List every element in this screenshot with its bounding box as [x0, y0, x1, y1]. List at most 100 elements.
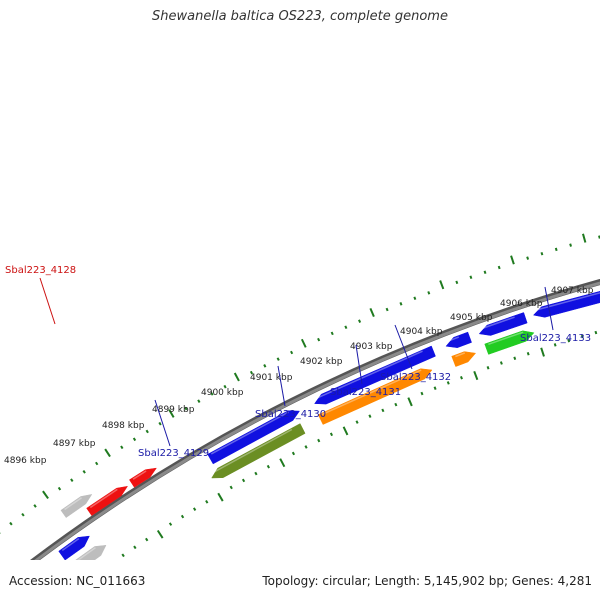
gene-label[interactable]: Sbal223_4129: [138, 448, 209, 459]
tick-label: 4898 kbp: [102, 421, 145, 431]
outer-tick: [510, 255, 515, 265]
gene-highlight: [321, 369, 422, 416]
outer-tick: [132, 437, 137, 442]
inner-tick: [156, 529, 164, 539]
gene-leader-line: [355, 344, 363, 385]
inner-tick: [180, 514, 185, 519]
outer-tick: [120, 445, 124, 450]
inner-tick: [229, 485, 233, 490]
tick-label: 4905 kbp: [450, 313, 493, 323]
gene-label[interactable]: Sbal223_4130: [255, 409, 326, 420]
inner-tick: [121, 553, 125, 558]
inner-tick-ring: [65, 330, 598, 597]
outer-tick: [197, 399, 201, 403]
gene-highlight: [64, 497, 82, 511]
tick-label: 4899 kbp: [152, 405, 195, 415]
inner-tick: [567, 338, 571, 343]
inner-tick: [540, 347, 545, 357]
gene-leader-line: [544, 286, 554, 331]
outer-tick-ring: [0, 233, 600, 534]
outer-tick: [483, 270, 487, 275]
outer-tick: [569, 243, 572, 247]
outer-tick: [158, 421, 162, 426]
gene-label[interactable]: Sbal223_4128: [5, 265, 76, 276]
inner-tick: [446, 381, 450, 385]
gene-leader-line: [394, 324, 413, 370]
gene-highlight: [455, 352, 466, 358]
inner-tick: [407, 397, 413, 407]
outer-tick: [540, 251, 544, 256]
inner-tick: [342, 426, 349, 436]
tick-label: 4907 kbp: [551, 286, 594, 296]
outer-tick: [344, 325, 348, 330]
gene-highlight: [480, 316, 515, 330]
outer-tick: [145, 429, 149, 434]
genome-backbone: [30, 278, 600, 560]
gene-highlight: [132, 470, 147, 480]
gene-highlight: [76, 547, 96, 560]
gene-highlight: [447, 336, 460, 342]
gene-label[interactable]: Sbal223_4132: [380, 372, 451, 383]
inner-tick: [192, 507, 197, 511]
gene-arrow: [129, 467, 157, 488]
outer-tick: [413, 296, 417, 301]
backbone-line: [34, 281, 600, 560]
outer-tick: [82, 469, 86, 474]
outer-tick: [385, 307, 389, 312]
tick-label: 4901 kbp: [250, 373, 293, 383]
outer-tick: [526, 256, 530, 260]
inner-tick: [291, 451, 296, 456]
inner-tick: [205, 500, 209, 504]
inner-tick: [304, 445, 308, 449]
outer-tick: [330, 331, 334, 336]
gene-arrow: [533, 291, 600, 318]
gene-arrow: [314, 345, 436, 405]
inner-tick: [65, 595, 67, 597]
gene-features: [58, 291, 600, 560]
gene-label[interactable]: Sbal223_4133: [520, 333, 591, 344]
inner-tick: [394, 402, 398, 407]
inner-tick: [594, 330, 598, 335]
gene-leader-line: [277, 365, 286, 407]
outer-tick: [369, 307, 375, 318]
inner-tick: [217, 492, 224, 502]
inner-tick: [433, 386, 437, 390]
inner-tick: [580, 334, 584, 339]
gene-arrow: [86, 485, 129, 516]
gene-arrow: [207, 410, 300, 465]
tick-labels: 4896 kbp 4897 kbp 4898 kbp 4899 kbp 4900 kbp…: [4, 286, 594, 466]
outer-tick: [21, 512, 25, 517]
inner-tick: [368, 414, 372, 418]
gene-arrow: [58, 535, 90, 560]
page-title: Shewanella baltica OS223, complete genom…: [152, 9, 448, 24]
inner-tick: [473, 370, 479, 381]
inner-tick: [355, 420, 359, 424]
gene-arrow: [211, 423, 306, 479]
outer-tick: [57, 486, 62, 491]
inner-tick: [513, 356, 517, 361]
gene-label[interactable]: Sbal223_4131: [330, 387, 401, 398]
outer-tick: [455, 280, 459, 285]
gene-highlight: [89, 488, 118, 509]
gene-highlight: [488, 331, 524, 345]
outer-tick: [104, 448, 111, 458]
inner-tick: [241, 478, 246, 483]
tick-label: 4904 kbp: [400, 327, 443, 337]
outer-tick: [290, 350, 294, 355]
gene-arrow: [478, 312, 528, 336]
outer-tick: [70, 478, 74, 482]
outer-tick: [9, 521, 13, 526]
outer-tick: [317, 337, 321, 342]
gene-highlight: [61, 538, 80, 552]
tick-label: 4900 kbp: [201, 388, 244, 398]
outer-tick: [439, 280, 445, 290]
gene-leader-line: [39, 277, 56, 325]
inner-tick: [266, 464, 270, 469]
outer-tick: [263, 364, 267, 368]
backbone-shadow: [30, 278, 600, 560]
outer-tick: [210, 392, 214, 396]
gene-highlight: [210, 411, 289, 455]
inner-tick: [381, 408, 385, 413]
tick-label: 4902 kbp: [300, 357, 343, 367]
gene-highlight: [535, 292, 600, 311]
